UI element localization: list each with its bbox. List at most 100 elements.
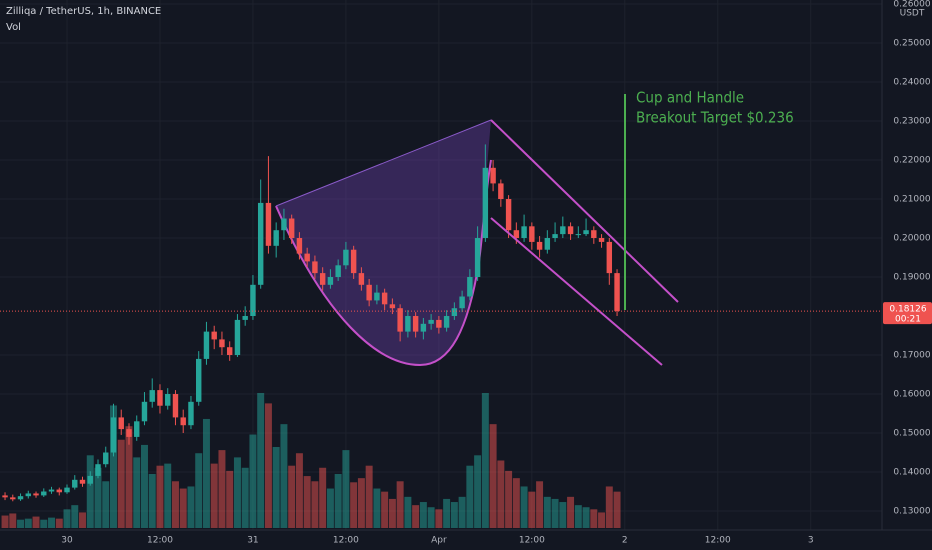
volume-bar xyxy=(466,465,474,528)
volume-bar xyxy=(148,474,156,528)
candle-body xyxy=(490,167,496,184)
volume-bar xyxy=(357,478,365,528)
volume-bar xyxy=(288,465,296,528)
candle-body xyxy=(64,487,70,493)
candle-body xyxy=(482,167,489,239)
candle-body xyxy=(366,284,372,301)
volume-bar xyxy=(241,467,249,528)
channel-lower xyxy=(490,217,663,366)
volume-bar xyxy=(497,460,505,528)
x-tick-label: 31 xyxy=(247,536,258,546)
candle-body xyxy=(157,390,163,406)
x-tick-label: 12:00 xyxy=(519,536,545,546)
candle-body xyxy=(536,241,543,250)
grid xyxy=(0,0,882,530)
volume-bar xyxy=(102,481,110,528)
candle-body xyxy=(567,226,574,235)
y-tick-label: 0.20000 xyxy=(893,234,930,244)
volume-bar xyxy=(110,405,117,528)
volume-bar xyxy=(505,470,513,528)
candle-body xyxy=(126,429,132,437)
volume-bar xyxy=(319,467,327,528)
volume-bar xyxy=(458,496,466,528)
volume-bar xyxy=(590,509,598,528)
volume-bar xyxy=(536,481,544,528)
candle-body xyxy=(134,421,140,437)
volume-bar xyxy=(218,450,226,528)
volume-bar xyxy=(9,513,17,528)
y-tick-label: 0.14000 xyxy=(893,468,930,478)
candle-body xyxy=(583,230,589,235)
candle-body xyxy=(219,339,225,348)
candle-body xyxy=(33,493,39,496)
candle-body xyxy=(529,226,535,242)
volume-bar xyxy=(543,496,551,528)
candle-body xyxy=(319,273,326,285)
volume-label: Vol xyxy=(6,22,21,33)
candle-body xyxy=(436,319,442,328)
volume-bar xyxy=(40,519,48,528)
volume-bar xyxy=(94,467,102,528)
candle-body xyxy=(242,316,248,320)
x-tick-label: Apr xyxy=(431,536,447,546)
candle-body xyxy=(405,316,411,332)
candle-body xyxy=(544,238,551,250)
volume-bar xyxy=(264,403,272,528)
candle-body xyxy=(72,479,78,488)
candle-body xyxy=(327,277,334,285)
candle-body xyxy=(48,489,55,492)
candle-body xyxy=(467,277,473,297)
candle-body xyxy=(165,394,171,406)
y-tick-label: 0.17000 xyxy=(893,351,930,361)
candle-body xyxy=(443,316,450,328)
candle-body xyxy=(141,401,148,422)
candle-body xyxy=(296,238,303,254)
volume-bar xyxy=(412,505,420,528)
candle-body xyxy=(575,234,582,236)
candle-body xyxy=(312,261,318,274)
candle-body xyxy=(95,464,101,476)
candle-body xyxy=(118,417,124,430)
volume-bar xyxy=(249,434,257,528)
y-tick-label: 0.16000 xyxy=(893,390,930,400)
volume-bar xyxy=(117,439,125,528)
volume-bar xyxy=(48,517,56,528)
volume-bar xyxy=(202,418,210,528)
y-tick-label: 0.24000 xyxy=(893,78,930,88)
volume-bar xyxy=(435,509,443,528)
candle-body xyxy=(474,238,481,278)
candle-body xyxy=(10,497,16,500)
volume-bar xyxy=(226,470,234,528)
volume-bar xyxy=(187,486,195,528)
annotation: Breakout Target $0.236 xyxy=(636,109,794,127)
volume-bar xyxy=(381,491,389,528)
candle-body xyxy=(103,452,109,465)
countdown-label: 00:21 xyxy=(895,315,921,325)
volume-bar xyxy=(520,486,528,528)
candle-body xyxy=(211,331,217,340)
volume-bar xyxy=(55,518,63,528)
volume-pane xyxy=(1,393,621,528)
volume-bar xyxy=(164,463,172,528)
candle-body xyxy=(560,226,566,235)
candle-body xyxy=(420,323,427,332)
volume-bar xyxy=(419,502,427,528)
candle-body xyxy=(226,347,233,356)
volume-bar xyxy=(334,474,342,528)
candle-body xyxy=(389,304,396,309)
x-tick-label: 30 xyxy=(61,536,73,546)
volume-bar xyxy=(257,393,265,528)
last-price-box xyxy=(883,302,932,325)
volume-bar xyxy=(567,496,575,528)
volume-bar xyxy=(32,516,40,528)
candle-body xyxy=(614,273,620,312)
candle-body xyxy=(505,199,512,231)
x-tick-label: 12:00 xyxy=(333,536,359,546)
volume-bar xyxy=(605,486,613,528)
volume-bar xyxy=(373,488,381,528)
volume-bar xyxy=(574,505,582,528)
volume-bar xyxy=(125,426,133,528)
